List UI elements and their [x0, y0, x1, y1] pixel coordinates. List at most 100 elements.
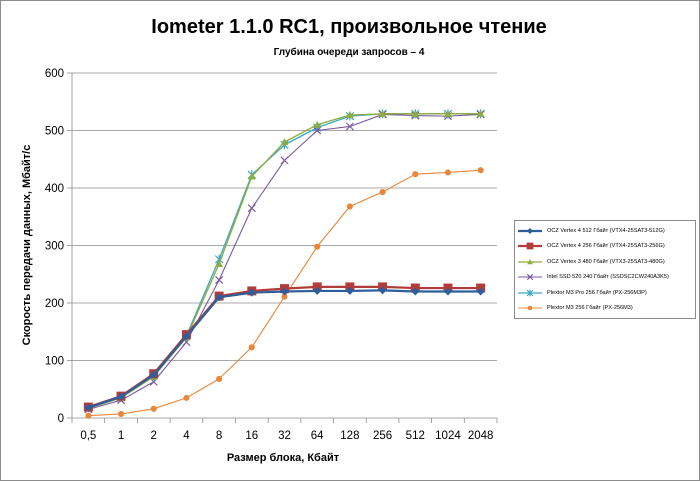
data-point	[412, 171, 419, 178]
x-tick-label: 32	[278, 430, 291, 442]
data-point	[182, 332, 191, 341]
data-point	[526, 242, 534, 250]
data-point	[378, 110, 387, 117]
data-point	[477, 167, 484, 174]
data-point	[476, 287, 485, 296]
data-point	[248, 344, 255, 351]
data-point	[379, 188, 386, 196]
data-point	[150, 405, 157, 412]
data-point	[526, 274, 534, 281]
legend-swatch	[518, 274, 542, 281]
series-line	[87, 289, 481, 409]
data-point	[444, 169, 452, 176]
data-point	[85, 412, 92, 419]
data-point	[444, 110, 452, 117]
legend-item: Plextor M3 256 Гбайт (PX-256M3)	[515, 301, 695, 317]
x-tick-label: 2	[151, 430, 157, 442]
legend-swatch	[518, 289, 542, 297]
series-group	[83, 109, 486, 419]
legend-label: Plextor M3 Pro 256 Гбайт (PX-256M3P)	[547, 289, 647, 296]
data-point	[280, 287, 289, 296]
x-tick-label: 256	[373, 430, 392, 442]
data-point	[526, 289, 534, 297]
series-4	[84, 110, 485, 414]
y-tick-label: 500	[45, 126, 64, 138]
x-tick-label: 64	[311, 430, 324, 442]
data-point	[280, 156, 289, 165]
data-point	[476, 110, 485, 117]
legend-item: OCZ Vertex 4 256 Гбайт (VTX4-25SAT3-256G…	[515, 239, 695, 255]
legend-label: OCZ Vertex 3 480 Гбайт (VTX3-25SAT3-480G…	[547, 258, 665, 265]
data-point	[345, 122, 354, 131]
x-tick-label: 512	[406, 430, 425, 442]
series-6	[85, 167, 484, 419]
legend-swatch	[518, 305, 542, 311]
series-2	[83, 282, 486, 412]
data-point	[149, 370, 158, 379]
legend-item: Intel SSD 520 240 Гбайт (SSDSC2CW240A3K5…	[515, 270, 695, 286]
legend-swatch	[518, 258, 542, 265]
gridlines	[72, 72, 497, 361]
y-tick-label: 400	[45, 183, 64, 195]
x-tick-label: 0,5	[80, 430, 96, 442]
data-point	[248, 172, 256, 180]
data-point	[117, 410, 125, 418]
y-tick-label: 0	[58, 413, 64, 425]
series-line	[87, 285, 481, 409]
data-point	[313, 286, 322, 295]
series-line	[88, 113, 481, 410]
data-point	[314, 243, 321, 250]
data-point	[411, 287, 420, 296]
chart-title: Iometer 1.1.0 RC1, произвольное чтение	[151, 16, 546, 38]
data-point	[312, 282, 322, 292]
x-tick-label: 2048	[468, 430, 494, 442]
x-axis-title: Размер блока, Кбайт	[227, 452, 340, 464]
legend-label: OCZ Vertex 4 256 Гбайт (VTX4-25SAT3-256G…	[547, 243, 665, 250]
legend-label: OCZ Vertex 4 512 Гбайт (VTX4-25SAT3-512G…	[547, 227, 665, 234]
data-point	[345, 286, 354, 295]
data-point	[215, 293, 224, 302]
data-point	[378, 286, 387, 295]
data-point	[346, 203, 353, 210]
data-point	[527, 227, 533, 234]
data-point	[313, 126, 322, 135]
x-tick-label: 128	[340, 430, 359, 442]
x-tick-label: 4	[183, 430, 190, 442]
x-tick-label: 8	[216, 430, 222, 442]
legend-label: Plextor M3 256 Гбайт (PX-256M3)	[547, 305, 633, 312]
chart-subtitle: Глубина очереди запросов – 4	[274, 46, 425, 58]
data-point	[280, 138, 289, 146]
y-axis-title: Скорость передачи данных, Мбайт/с	[21, 145, 33, 346]
legend-item: OCZ Vertex 3 480 Гбайт (VTX3-25SAT3-480G…	[515, 254, 695, 270]
data-point	[443, 287, 452, 296]
y-tick-label: 200	[45, 298, 64, 310]
data-point	[345, 282, 355, 292]
x-tick-label: 1024	[435, 430, 461, 442]
data-point	[247, 204, 256, 213]
data-point	[527, 258, 533, 265]
series-3	[84, 110, 485, 412]
x-tick-label: 1	[118, 430, 124, 442]
legend-label: Intel SSD 520 240 Гбайт (SSDSC2CW240A3K5…	[547, 274, 669, 281]
data-point	[313, 120, 321, 128]
data-point	[117, 392, 126, 401]
data-point	[281, 293, 288, 300]
data-point	[247, 288, 256, 297]
y-tick-label: 600	[45, 68, 64, 80]
data-point	[215, 275, 224, 285]
series-line	[88, 113, 481, 409]
series-5	[84, 109, 485, 413]
series-line	[88, 113, 481, 409]
legend-swatch	[518, 227, 542, 234]
legend-item: OCZ Vertex 4 512 Гбайт (VTX4-25SAT3-512G…	[515, 223, 695, 239]
x-tick-label: 16	[245, 430, 258, 442]
data-point	[346, 111, 354, 119]
series-1	[84, 286, 485, 412]
y-tick-label: 100	[45, 356, 64, 368]
axes: 0 100 200 300 400 500 600 0,5 1 2 4 8 16 32 64 128 256 51…	[45, 68, 498, 442]
y-tick-label: 300	[45, 241, 64, 253]
legend-item: Plextor M3 Pro 256 Гбайт (PX-256M3P)	[515, 285, 695, 301]
data-point	[84, 403, 93, 412]
data-point	[527, 305, 533, 311]
